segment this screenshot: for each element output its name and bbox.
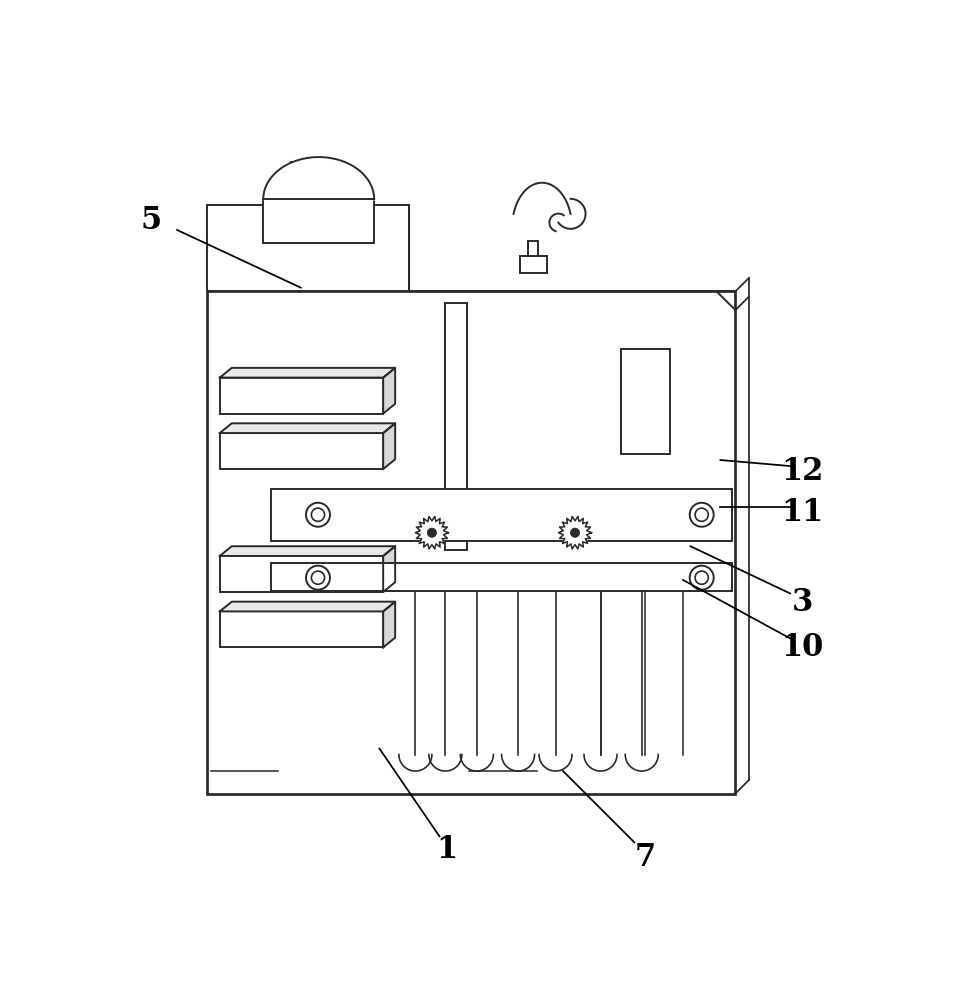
Polygon shape — [416, 516, 449, 549]
Text: 3: 3 — [792, 587, 813, 618]
Polygon shape — [383, 602, 396, 647]
Bar — [528, 241, 539, 256]
Text: 1: 1 — [436, 834, 457, 865]
Polygon shape — [220, 602, 396, 611]
Text: 11: 11 — [781, 497, 824, 528]
Circle shape — [427, 528, 436, 537]
Polygon shape — [383, 368, 396, 414]
Bar — [271, 563, 732, 591]
Text: 12: 12 — [781, 456, 824, 487]
Bar — [622, 349, 670, 454]
Bar — [445, 303, 467, 550]
Text: 10: 10 — [781, 632, 824, 663]
Bar — [207, 205, 409, 291]
Circle shape — [689, 566, 714, 590]
Polygon shape — [559, 516, 592, 549]
Polygon shape — [220, 368, 396, 378]
Bar — [220, 378, 383, 414]
Polygon shape — [383, 546, 396, 592]
Text: 5: 5 — [140, 205, 161, 236]
Polygon shape — [220, 423, 396, 433]
Polygon shape — [383, 423, 396, 469]
Bar — [263, 199, 374, 243]
Bar — [271, 489, 732, 541]
Bar — [220, 433, 383, 469]
Circle shape — [571, 528, 579, 537]
Circle shape — [689, 503, 714, 527]
Bar — [519, 256, 546, 273]
Text: 7: 7 — [635, 842, 656, 873]
Bar — [220, 556, 383, 592]
Bar — [291, 162, 345, 205]
Bar — [207, 291, 736, 794]
Bar — [220, 611, 383, 647]
Polygon shape — [220, 546, 396, 556]
Circle shape — [306, 566, 330, 590]
Circle shape — [306, 503, 330, 527]
